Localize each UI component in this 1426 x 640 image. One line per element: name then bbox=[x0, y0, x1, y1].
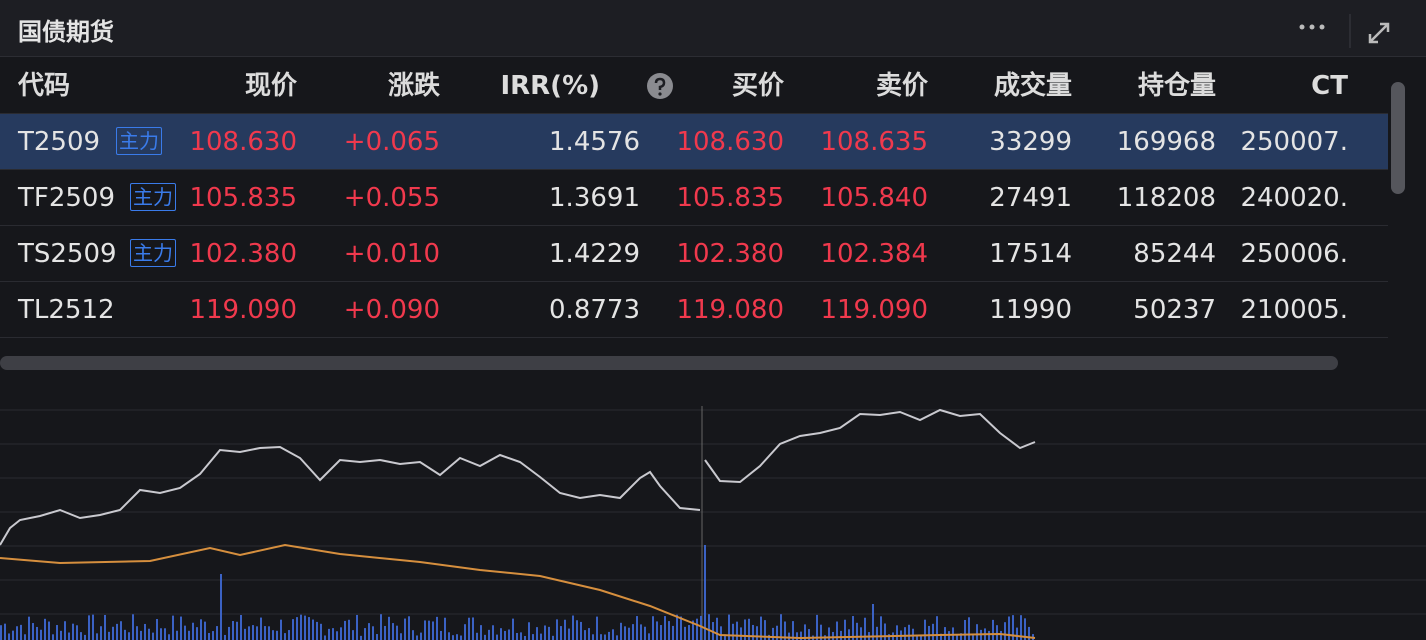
panel-title: 国债期货 bbox=[18, 18, 114, 46]
cell-price: 105.835 bbox=[189, 183, 297, 213]
cell-volume: 11990 bbox=[989, 295, 1072, 325]
column-header: 代码 bbox=[18, 71, 71, 101]
cell-change: +0.010 bbox=[343, 239, 440, 269]
table-row[interactable]: T2509 108.630 +0.065 1.4576 108.630 108.635 33… bbox=[0, 114, 1388, 170]
header-row: 代码 现价 涨跌 IRR(%) 买价 卖价 成交量 持仓量 CT bbox=[0, 58, 1388, 114]
cell-ask: 108.635 bbox=[820, 127, 928, 157]
cell-price: 119.090 bbox=[189, 295, 297, 325]
intraday-chart bbox=[0, 406, 1426, 640]
cell-change: +0.055 bbox=[343, 183, 440, 213]
cell-irr: 1.4576 bbox=[549, 127, 640, 157]
cell-ct: 210005. bbox=[1240, 295, 1348, 325]
column-header: 卖价 bbox=[875, 71, 928, 101]
main-contract-badge: 主力 bbox=[130, 239, 176, 267]
cell-ct: 240020. bbox=[1240, 183, 1348, 213]
cell-irr: 1.3691 bbox=[549, 183, 640, 213]
cell-change: +0.090 bbox=[343, 295, 440, 325]
column-header: 持仓量 bbox=[1137, 71, 1216, 101]
cell-code: T2509 bbox=[18, 127, 101, 157]
help-icon[interactable] bbox=[647, 73, 673, 99]
cell-ask: 119.090 bbox=[820, 295, 928, 325]
cell-volume: 17514 bbox=[989, 239, 1072, 269]
header-icons[interactable] bbox=[1290, 14, 1410, 48]
cell-open-interest: 169968 bbox=[1116, 127, 1216, 157]
cell-ct: 250007. bbox=[1240, 127, 1348, 157]
table-row[interactable]: TL2512 119.090 +0.090 0.8773 119.080 119.090 1… bbox=[0, 282, 1388, 338]
cell-change: +0.065 bbox=[343, 127, 440, 157]
cell-volume: 33299 bbox=[989, 127, 1072, 157]
cell-irr: 1.4229 bbox=[549, 239, 640, 269]
column-header: CT bbox=[1311, 71, 1348, 101]
main-contract-badge: 主力 bbox=[116, 127, 162, 155]
table-row[interactable]: TF2509 105.835 +0.055 1.3691 105.835 105.840 2… bbox=[0, 170, 1388, 226]
v-scrollbar[interactable] bbox=[1391, 82, 1405, 194]
h-scrollbar[interactable] bbox=[0, 356, 1338, 370]
panel-header: 国债期货 bbox=[0, 0, 1426, 57]
cell-bid: 119.080 bbox=[676, 295, 784, 325]
cell-code: TF2509 bbox=[18, 183, 116, 213]
main-contract-badge: 主力 bbox=[130, 183, 176, 211]
column-header: IRR(%) bbox=[500, 71, 600, 101]
cell-bid: 108.630 bbox=[676, 127, 784, 157]
cell-ask: 105.840 bbox=[820, 183, 928, 213]
cell-open-interest: 118208 bbox=[1116, 183, 1216, 213]
cell-price: 108.630 bbox=[189, 127, 297, 157]
cell-bid: 102.380 bbox=[676, 239, 784, 269]
cell-ask: 102.384 bbox=[820, 239, 928, 269]
table-row[interactable]: TS2509 102.380 +0.010 1.4229 102.380 102.384 1… bbox=[0, 226, 1388, 282]
cell-code: TL2512 bbox=[18, 295, 115, 325]
column-header: 买价 bbox=[731, 71, 784, 101]
column-header: 涨跌 bbox=[387, 71, 440, 101]
cell-ct: 250006. bbox=[1240, 239, 1348, 269]
cell-irr: 0.8773 bbox=[549, 295, 640, 325]
cell-volume: 27491 bbox=[989, 183, 1072, 213]
column-header: 现价 bbox=[244, 71, 297, 101]
cell-open-interest: 50237 bbox=[1133, 295, 1216, 325]
column-header: 成交量 bbox=[993, 71, 1072, 101]
cell-price: 102.380 bbox=[189, 239, 297, 269]
cell-open-interest: 85244 bbox=[1133, 239, 1216, 269]
cell-bid: 105.835 bbox=[676, 183, 784, 213]
cell-code: TS2509 bbox=[18, 239, 117, 269]
